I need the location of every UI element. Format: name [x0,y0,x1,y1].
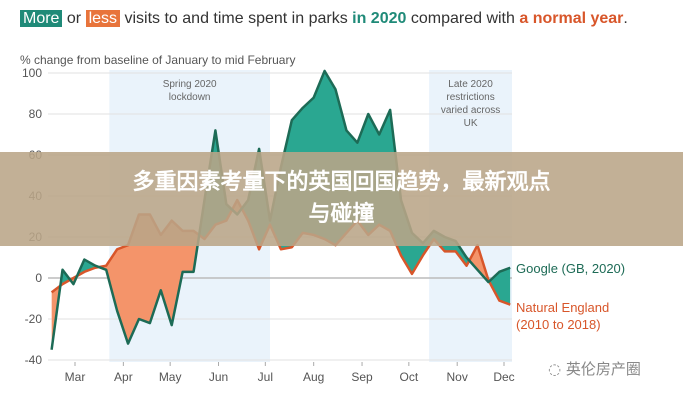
y-tick-label: -20 [25,312,43,326]
title-year: in 2020 [352,10,407,27]
title-text: or [62,10,86,27]
y-tick-label: 0 [35,271,42,285]
y-axis-label: % change from baseline of January to mid… [20,53,295,67]
banner-line-1: 多重因素考量下的英国回国趋势，最新观点 [132,170,551,195]
title-text: visits to and time spent in parks [120,10,353,27]
x-tick-label: Jul [258,370,273,384]
y-tick-label: -40 [25,353,43,367]
legend-google: Google (GB, 2020) [516,261,625,276]
wechat-icon: ◌ [548,360,566,378]
watermark: ◌ 英伦房产圈 [548,358,641,379]
title-text: compared with [406,10,520,27]
x-tick-label: Dec [493,370,514,384]
period-label: restrictions [446,92,494,103]
x-tick-label: Nov [447,370,468,384]
banner-line-2: 与碰撞 [308,202,375,227]
more-tag: More [20,10,63,27]
period-label: lockdown [169,92,211,103]
x-tick-label: May [159,370,182,384]
title-normal: a normal year [519,10,624,27]
chart-title: More or less visits to and time spent in… [20,10,628,28]
x-tick-label: Sep [351,370,373,384]
period-label: varied across [441,105,500,116]
overlay-banner: 多重因素考量下的英国回国趋势，最新观点 与碰撞 [0,152,683,246]
y-tick-label: 80 [29,107,43,121]
legend-natural-england-years: (2010 to 2018) [516,317,601,332]
y-tick-label: 100 [22,66,42,80]
legend-natural-england: Natural England [516,300,609,315]
watermark-text: 英伦房产圈 [565,360,641,378]
x-tick-label: Mar [65,370,86,384]
x-tick-label: Oct [400,370,419,384]
title-text: . [623,10,628,27]
less-tag: less [85,10,121,27]
period-label: UK [464,118,478,129]
x-tick-label: Aug [303,370,324,384]
x-tick-label: Apr [114,370,133,384]
x-tick-label: Jun [209,370,228,384]
period-label: Spring 2020 [163,79,217,90]
period-label: Late 2020 [448,79,493,90]
